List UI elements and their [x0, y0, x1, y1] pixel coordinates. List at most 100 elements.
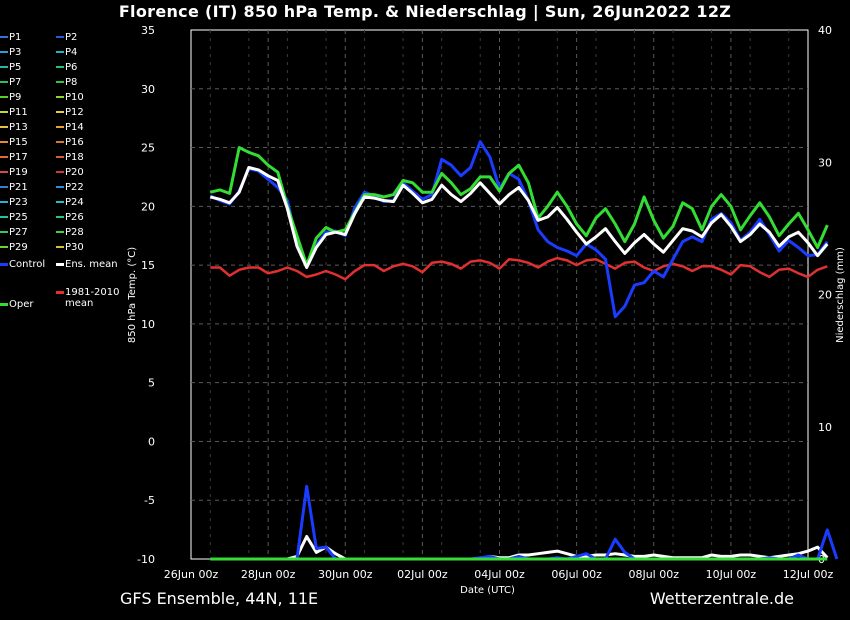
legend-swatch — [56, 290, 64, 294]
precip-line-control — [210, 484, 839, 561]
legend-swatch — [0, 246, 8, 248]
legend-item-p15: P15 — [0, 137, 28, 149]
legend-swatch — [0, 201, 8, 203]
legend-item-p23: P23 — [0, 197, 28, 209]
legend-label: P11 — [9, 107, 28, 118]
legend-label: P23 — [9, 197, 28, 208]
legend-swatch — [0, 126, 8, 128]
legend-item-p20: P20 — [56, 167, 84, 179]
y2-tick-label: 10 — [818, 421, 832, 434]
legend-label: P28 — [65, 227, 84, 238]
legend-swatch — [0, 186, 8, 188]
legend-item-p8: P8 — [56, 77, 77, 89]
legend-label: P4 — [65, 47, 78, 58]
y-tick-label: 20 — [141, 200, 155, 213]
legend-item-p21: P21 — [0, 182, 28, 194]
y-tick-label: 30 — [141, 83, 155, 96]
legend-item-climate: 1981-2010 mean — [56, 287, 131, 309]
legend-item-p14: P14 — [56, 122, 84, 134]
chart-title: Florence (IT) 850 hPa Temp. & Niederschl… — [118, 2, 732, 21]
temp-line-1981-2010-mean — [210, 256, 828, 281]
legend-item-p6: P6 — [56, 62, 77, 74]
legend-label: P12 — [65, 107, 84, 118]
y-tick-label: -10 — [137, 553, 155, 566]
y-tick-label: 10 — [141, 318, 155, 331]
legend-item-p13: P13 — [0, 122, 28, 134]
legend-swatch — [56, 186, 64, 188]
x-tick-label: 12Jul 00z — [783, 568, 834, 581]
legend-item-p18: P18 — [56, 152, 84, 164]
legend-swatch — [56, 126, 64, 128]
legend-item-p9: P9 — [0, 92, 21, 104]
legend-label: P8 — [65, 77, 78, 88]
legend-swatch — [0, 231, 8, 233]
legend-label: P20 — [65, 167, 84, 178]
legend-label: Ens. mean — [65, 259, 118, 270]
legend-label: P6 — [65, 62, 78, 73]
legend-item-oper: Oper — [0, 299, 33, 311]
legend-label: P24 — [65, 197, 84, 208]
legend-swatch — [0, 156, 8, 158]
legend-swatch — [56, 231, 64, 233]
x-tick-label: 02Jul 00z — [397, 568, 448, 581]
legend-label: P27 — [9, 227, 28, 238]
legend-label: P5 — [9, 62, 22, 73]
legend-swatch — [56, 66, 64, 68]
legend-label: P17 — [9, 152, 28, 163]
y-tick-label: 0 — [148, 435, 155, 448]
legend-item-ens-mean: Ens. mean — [56, 259, 118, 271]
legend-item-p16: P16 — [56, 137, 84, 149]
legend-item-p28: P28 — [56, 227, 84, 239]
legend-swatch — [56, 36, 64, 38]
x-axis-label: Date (UTC) — [460, 585, 515, 596]
legend-label: P22 — [65, 182, 84, 193]
legend-item-control: Control — [0, 259, 45, 271]
y-tick-label: -5 — [144, 494, 155, 507]
legend-swatch — [56, 156, 64, 158]
legend-swatch — [56, 246, 64, 248]
y2-tick-label: 40 — [818, 24, 832, 37]
x-tick-label: 06Jul 00z — [551, 568, 602, 581]
legend-swatch — [56, 81, 64, 83]
legend-swatch — [0, 216, 8, 218]
legend-item-p17: P17 — [0, 152, 28, 164]
legend-label: P19 — [9, 167, 28, 178]
legend-label: P30 — [65, 242, 84, 253]
legend-label: P9 — [9, 92, 22, 103]
legend-item-p4: P4 — [56, 47, 77, 59]
legend-swatch — [56, 201, 64, 203]
legend-swatch — [56, 111, 64, 113]
legend-swatch — [0, 96, 8, 98]
y2-tick-label: 20 — [818, 289, 832, 302]
x-tick-label: 04Jul 00z — [474, 568, 525, 581]
legend-item-p2: P2 — [56, 32, 77, 44]
legend-swatch — [0, 51, 8, 53]
legend-item-p27: P27 — [0, 227, 28, 239]
y-tick-label: 25 — [141, 142, 155, 155]
y2-tick-label: 30 — [818, 156, 832, 169]
legend-item-p26: P26 — [56, 212, 84, 224]
legend-item-p29: P29 — [0, 242, 28, 254]
legend-swatch — [0, 111, 8, 113]
legend-label: Control — [9, 259, 46, 270]
y2-axis-label: Niederschlag (mm) — [835, 247, 846, 343]
legend-item-p30: P30 — [56, 242, 84, 254]
temp-line-oper — [209, 146, 829, 267]
x-tick-label: 08Jul 00z — [628, 568, 679, 581]
legend-label: P10 — [65, 92, 84, 103]
legend-swatch — [0, 81, 8, 83]
x-tick-label: 28Jun 00z — [241, 568, 296, 581]
y-axis-label: 850 hPa Temp. (°C) — [127, 247, 138, 343]
legend-label: P3 — [9, 47, 22, 58]
y-tick-label: 15 — [141, 259, 155, 272]
legend-item-p22: P22 — [56, 182, 84, 194]
legend-label: P21 — [9, 182, 28, 193]
legend-item-p25: P25 — [0, 212, 28, 224]
footer-site-name: Wetterzentrale.de — [649, 589, 794, 608]
legend-label: P2 — [65, 32, 78, 43]
legend-swatch — [56, 262, 64, 266]
legend-label: P14 — [65, 122, 84, 133]
legend-swatch — [0, 36, 8, 38]
legend-item-p12: P12 — [56, 107, 84, 119]
legend-label: Oper — [9, 299, 34, 310]
